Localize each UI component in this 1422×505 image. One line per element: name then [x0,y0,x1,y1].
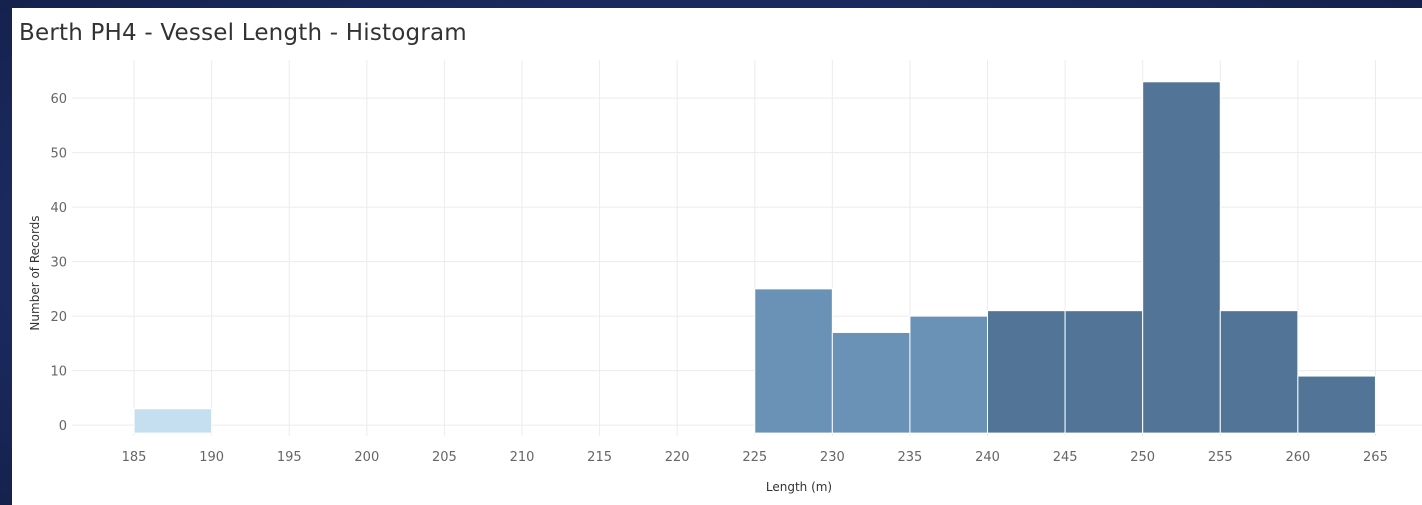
x-tick-label: 250 [1130,450,1155,465]
x-axis-ticks: 185 190 195 200 205 210 215 220 225 230 235 240 245 2… [122,450,1388,465]
x-tick-label: 240 [975,450,1000,465]
y-tick-label: 0 [59,419,67,434]
histogram-bar [754,288,833,434]
y-axis-ticks: 0 10 20 30 40 50 60 [50,92,67,434]
x-tick-label: 255 [1208,450,1233,465]
histogram-chart: 0 10 20 30 40 50 60 185 190 195 200 205 210 215 220 22… [28,60,1422,494]
y-axis-title: Number of Records [28,215,42,330]
x-tick-label: 210 [510,450,535,465]
x-tick-label: 200 [354,450,379,465]
x-tick-label: 185 [122,450,147,465]
x-tick-label: 225 [742,450,767,465]
x-tick-label: 205 [432,450,457,465]
x-tick-label: 195 [277,450,302,465]
histogram-bar [987,310,1066,434]
x-tick-label: 235 [898,450,923,465]
histogram-bar [1219,310,1299,434]
histogram-bar [831,331,911,434]
x-tick-label: 230 [820,450,845,465]
histogram-bar [133,408,213,434]
y-tick-label: 50 [50,147,67,162]
chart-title: Berth PH4 - Vessel Length - Histogram [19,20,467,46]
x-tick-label: 190 [199,450,224,465]
y-tick-label: 40 [50,201,67,216]
x-tick-label: 260 [1285,450,1310,465]
chart-panel: Berth PH4 - Vessel Length - Histogram 0 1… [12,8,1422,505]
x-axis-title: Length (m) [766,480,832,494]
histogram-bars [133,81,1376,434]
x-tick-label: 265 [1363,450,1388,465]
histogram-bar [1297,375,1376,434]
x-tick-label: 215 [587,450,612,465]
histogram-bar [1064,310,1144,434]
y-tick-label: 30 [50,256,67,271]
y-tick-label: 20 [50,310,67,325]
x-tick-label: 220 [665,450,690,465]
y-tick-label: 60 [50,92,67,107]
x-tick-label: 245 [1053,450,1078,465]
histogram-bar [909,315,989,434]
histogram-bar [1142,81,1221,434]
y-tick-label: 10 [50,365,67,380]
